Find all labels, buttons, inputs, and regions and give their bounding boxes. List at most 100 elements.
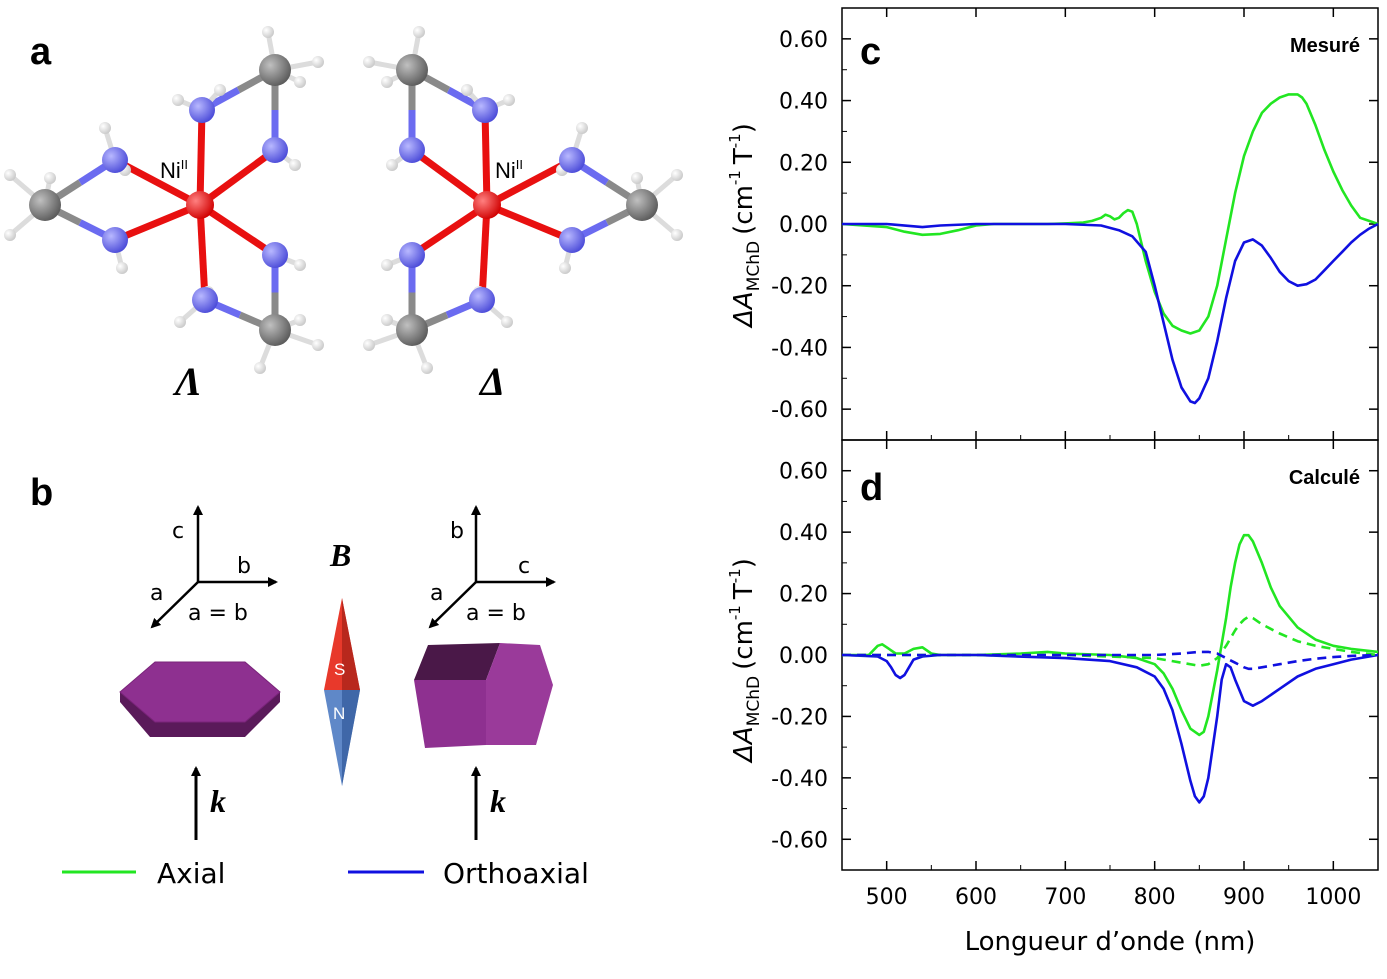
lambda-molecule [4,26,324,374]
plot-frame-c [841,7,1379,441]
lambda-bond-ni-n [196,109,206,206]
y-tick-label-c: -0.40 [771,336,828,361]
lambda-hydrogen-atom [44,172,56,184]
lambda-hydrogen-atom [4,229,16,241]
delta-carbon-atom [396,54,428,86]
delta-hydrogen-atom [381,76,393,88]
y-tick-label-d: 0.40 [779,521,828,546]
axis-b-label-right: b [450,519,464,544]
lambda-carbon-atom [29,189,61,221]
delta-hydrogen-atom [363,339,375,351]
lambda-hydrogen-atom [4,169,16,181]
delta-bond-ni-n [410,202,489,258]
y-tick-label-d: 0.60 [779,460,828,485]
lambda-hydrogen-atom [99,122,111,134]
x-tick-label: 600 [955,885,997,910]
panel-d-letter: d [860,467,883,509]
axis-c-label-left: c [172,519,184,544]
delta-carbon-atom [626,189,658,221]
axis-a-label-left: a [150,581,163,606]
k-label-left: k [210,783,226,819]
magnet-s-label: S [334,660,345,679]
lambda-nitrogen-atom [262,137,288,163]
ni-label-left: NiII [160,157,188,183]
y-tick-label-c: 0.20 [779,151,828,176]
delta-nitrogen-atom [399,242,425,268]
y-tick-label-d: 0.20 [779,583,828,608]
crystal-orthoaxial-icon [414,643,553,748]
y-tick-label-c: 0.60 [779,28,828,53]
lambda-bond-ni-n [197,147,278,208]
lambda-hydrogen-atom [254,362,266,374]
delta-bond-ni-n [478,204,491,301]
delta-carbon-atom [396,314,428,346]
series-ortho-dashed-d [842,650,1379,671]
delta-hydrogen-atom [671,169,683,181]
x-tick-label: 1000 [1305,885,1361,910]
delta-hydrogen-atom [559,262,571,274]
lambda-nitrogen-atom [192,287,218,313]
y-tick-label-c: 0.40 [779,90,828,115]
k-vector-left: k [191,766,226,840]
lambda-carbon-atom [259,314,291,346]
y-tick-label-c: 0.00 [779,213,828,238]
series-axial-solid-c [841,93,1379,335]
delta-hydrogen-atom [503,94,515,106]
magnet-n-label: N [333,704,345,723]
axis-b-label-left: b [237,554,251,579]
delta-nickel-atom [473,191,501,219]
lambda-hydrogen-atom [214,84,226,96]
panel-b-letter: b [30,472,53,514]
lambda-hydrogen-atom [262,26,274,38]
axis-eq-label-right: a = b [466,601,526,626]
delta-hydrogen-atom [501,316,513,328]
y-tick-label-d: -0.20 [771,705,828,730]
lambda-nickel-atom [186,191,214,219]
axis-c-label-right: c [518,554,530,579]
series-ortho-solid-c [842,222,1379,405]
legend-ortho-label: Orthoaxial [443,857,589,890]
delta-hydrogen-atom [631,172,643,184]
legend: Axial Orthoaxial [62,857,589,890]
delta-hydrogen-atom [381,259,393,271]
panel-c-letter: c [860,31,881,73]
delta-nitrogen-atom [472,97,498,123]
delta-bond-ni-n [481,109,491,206]
ni-label-right: NiII [495,157,523,183]
lambda-label: Λ [172,359,202,404]
lambda-hydrogen-atom [174,316,186,328]
lambda-hydrogen-atom [294,314,306,326]
delta-nitrogen-atom [399,137,425,163]
delta-hydrogen-atom [421,362,433,374]
lambda-nitrogen-atom [262,242,288,268]
y-tick-label-d: -0.60 [771,828,828,853]
lambda-bond-ni-n [198,202,277,258]
y-axis-label-d: ΔAMChD(cm-1T-1) [726,558,764,764]
delta-nitrogen-atom [469,287,495,313]
chart-calculated: 0.60 0.40 0.20 0.00 -0.20 -0.40 -0.60 500 600 700… [726,439,1379,957]
lambda-nitrogen-atom [102,147,128,173]
y-tick-label-c: -0.60 [771,398,828,423]
delta-nitrogen-atom [559,147,585,173]
delta-hydrogen-atom [386,159,398,171]
legend-axial-label: Axial [157,857,225,890]
delta-bond-ni-n [485,201,574,244]
delta-label: Δ [478,359,505,404]
lambda-hydrogen-atom [289,159,301,171]
lambda-nitrogen-atom [189,97,215,123]
x-axis-label: Longueur d’onde (nm) [965,927,1256,957]
axis-a-label-right: a [430,581,443,606]
y-tick-label-d: 0.00 [779,644,828,669]
delta-molecule [363,26,683,374]
lambda-carbon-atom [259,54,291,86]
magnet-icon: S N [324,598,360,786]
delta-hydrogen-atom [576,122,588,134]
x-tick-label: 500 [866,885,908,910]
x-tick-label: 700 [1044,885,1086,910]
chart-measured: 0.60 0.40 0.20 0.00 -0.20 -0.40 -0.60 Mesuré ΔAM… [726,7,1379,441]
axes-triad-left: c b a a = b [150,505,278,629]
series-axial-solid-d [842,533,1379,737]
series-axial-dashed-d [842,615,1379,668]
delta-hydrogen-atom [363,56,375,68]
